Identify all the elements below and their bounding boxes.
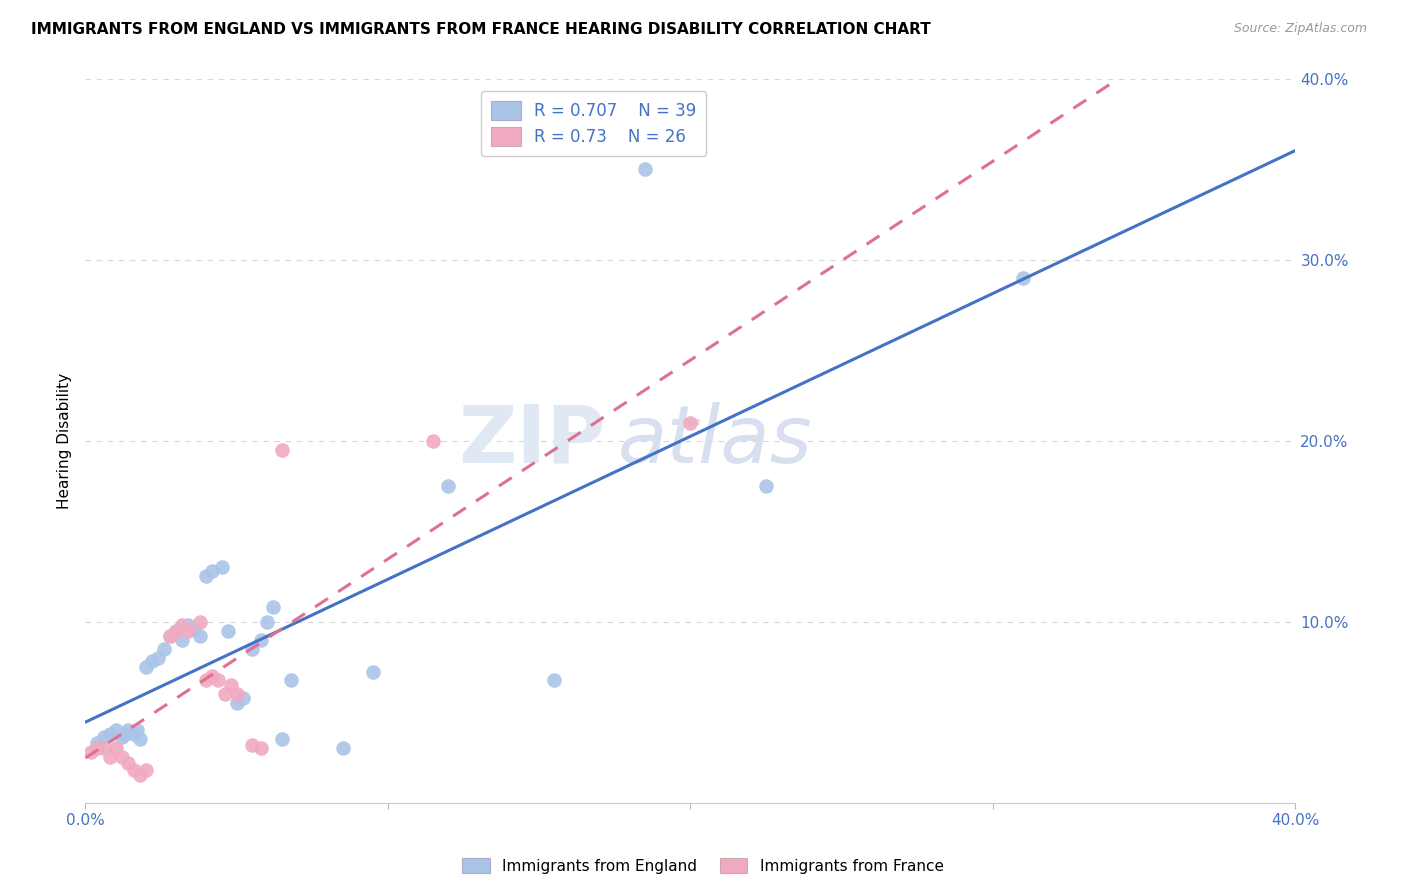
Point (183, 622, 205, 636)
Point (262, 600, 284, 615)
Point (679, 416, 702, 430)
Point (201, 669, 224, 683)
Point (201, 564, 224, 578)
Text: IMMIGRANTS FROM ENGLAND VS IMMIGRANTS FROM FRANCE HEARING DISABILITY CORRELATION: IMMIGRANTS FROM ENGLAND VS IMMIGRANTS FR… (31, 22, 931, 37)
Point (177, 624, 200, 638)
Point (211, 560, 233, 574)
Point (141, 655, 163, 669)
Point (172, 618, 194, 632)
Point (153, 641, 176, 656)
Legend: Immigrants from England, Immigrants from France: Immigrants from England, Immigrants from… (456, 852, 950, 880)
Point (128, 732, 150, 747)
Point (125, 723, 148, 738)
Point (280, 673, 302, 687)
Point (93, 741, 115, 756)
Point (104, 741, 127, 756)
Point (219, 678, 242, 692)
Point (135, 763, 157, 777)
Point (98, 750, 121, 764)
Point (117, 756, 139, 770)
Point (1012, 271, 1035, 285)
Point (159, 629, 181, 643)
Point (225, 696, 247, 710)
Point (111, 731, 134, 745)
Point (98, 727, 121, 741)
Point (240, 641, 263, 656)
Text: atlas: atlas (617, 401, 813, 480)
Point (543, 673, 565, 687)
Point (165, 624, 187, 638)
Point (114, 727, 136, 741)
Point (195, 569, 218, 583)
Text: ZIP: ZIP (458, 401, 606, 480)
Point (159, 629, 181, 643)
Text: Source: ZipAtlas.com: Source: ZipAtlas.com (1233, 22, 1367, 36)
Point (146, 650, 169, 665)
Point (86, 736, 108, 750)
Point (188, 615, 211, 629)
Point (256, 615, 278, 629)
Point (250, 741, 273, 756)
Point (422, 434, 444, 448)
Point (165, 624, 187, 638)
Point (207, 673, 229, 687)
Point (437, 479, 460, 493)
Point (135, 660, 157, 674)
Point (172, 632, 194, 647)
Point (250, 632, 273, 647)
Point (634, 162, 657, 177)
Point (128, 768, 150, 782)
Point (111, 750, 134, 764)
Point (232, 690, 254, 705)
Point (240, 738, 263, 752)
Point (271, 732, 294, 747)
Point (117, 723, 139, 738)
Point (755, 479, 778, 493)
Point (104, 723, 127, 738)
Point (361, 665, 384, 680)
Point (271, 442, 294, 457)
Point (86, 741, 108, 756)
Legend: R = 0.707    N = 39, R = 0.73    N = 26: R = 0.707 N = 39, R = 0.73 N = 26 (481, 91, 706, 156)
Point (122, 727, 145, 741)
Point (93, 731, 115, 745)
Point (188, 629, 211, 643)
Point (80, 745, 103, 759)
Point (214, 687, 236, 701)
Point (332, 741, 354, 756)
Point (177, 618, 200, 632)
Point (122, 763, 145, 777)
Point (195, 673, 218, 687)
Y-axis label: Hearing Disability: Hearing Disability (58, 373, 72, 508)
Point (217, 624, 239, 638)
Point (225, 687, 247, 701)
